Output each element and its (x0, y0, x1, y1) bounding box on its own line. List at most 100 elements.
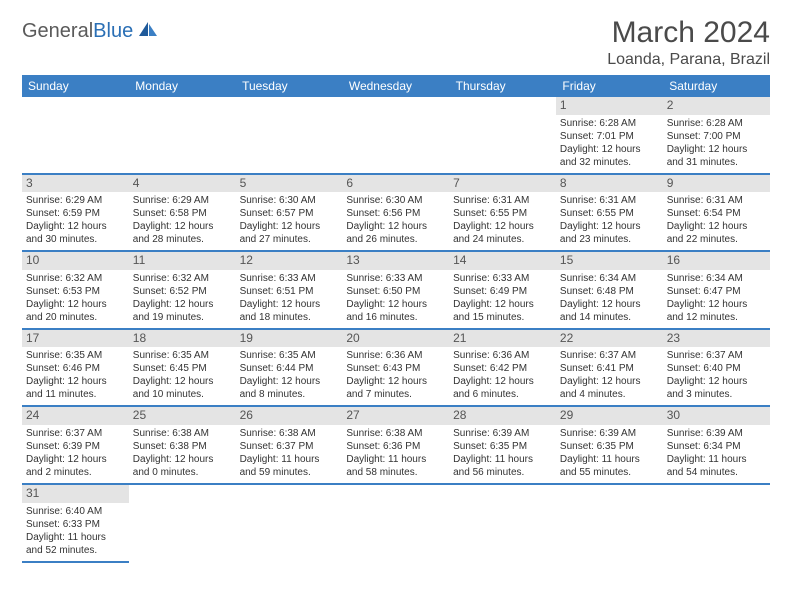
calendar-cell-empty (236, 484, 343, 562)
day-number: 13 (342, 252, 449, 270)
sunset-line: Sunset: 6:42 PM (453, 362, 552, 375)
day-number: 7 (449, 175, 556, 193)
day-info: Sunrise: 6:38 AMSunset: 6:38 PMDaylight:… (133, 427, 232, 479)
calendar-cell: 11Sunrise: 6:32 AMSunset: 6:52 PMDayligh… (129, 251, 236, 329)
day-number: 4 (129, 175, 236, 193)
day-info: Sunrise: 6:28 AMSunset: 7:00 PMDaylight:… (667, 117, 766, 169)
sunrise-line: Sunrise: 6:31 AM (667, 194, 766, 207)
day-number: 23 (663, 330, 770, 348)
calendar-cell: 28 Sunrise: 6:39 AMSunset: 6:35 PMDayligh… (449, 406, 556, 484)
sunrise-line: Sunrise: 6:32 AM (26, 272, 125, 285)
sunrise-line: Sunrise: 6:39 AM (667, 427, 766, 440)
calendar-cell: 17Sunrise: 6:35 AMSunset: 6:46 PMDayligh… (22, 329, 129, 407)
daylight-line: Daylight: 12 hours and 23 minutes. (560, 220, 659, 246)
day-info: Sunrise: 6:37 AMSunset: 6:39 PMDaylight:… (26, 427, 125, 479)
calendar-cell: 8Sunrise: 6:31 AMSunset: 6:55 PMDaylight… (556, 174, 663, 252)
day-number: 29 (556, 407, 663, 425)
sunrise-line: Sunrise: 6:38 AM (346, 427, 445, 440)
sunrise-line: Sunrise: 6:40 AM (26, 505, 125, 518)
calendar-body: 1Sunrise: 6:28 AMSunset: 7:01 PMDaylight… (22, 97, 770, 562)
sunset-line: Sunset: 6:47 PM (667, 285, 766, 298)
day-info: Sunrise: 6:31 AMSunset: 6:54 PMDaylight:… (667, 194, 766, 246)
day-number: 6 (342, 175, 449, 193)
sunset-line: Sunset: 6:59 PM (26, 207, 125, 220)
calendar-cell: 16 Sunrise: 6:34 AMSunset: 6:47 PMDayligh… (663, 251, 770, 329)
sunrise-line: Sunrise: 6:37 AM (26, 427, 125, 440)
day-info: Sunrise: 6:38 AMSunset: 6:36 PMDaylight:… (346, 427, 445, 479)
location: Loanda, Parana, Brazil (607, 51, 770, 69)
daylight-line: Daylight: 12 hours and 11 minutes. (26, 375, 125, 401)
calendar-cell-empty (342, 97, 449, 174)
sunrise-line: Sunrise: 6:31 AM (453, 194, 552, 207)
sunset-line: Sunset: 6:54 PM (667, 207, 766, 220)
sunrise-line: Sunrise: 6:32 AM (133, 272, 232, 285)
sunrise-line: Sunrise: 6:38 AM (133, 427, 232, 440)
sunset-line: Sunset: 6:35 PM (560, 440, 659, 453)
sunrise-line: Sunrise: 6:28 AM (667, 117, 766, 130)
day-info: Sunrise: 6:34 AMSunset: 6:47 PMDaylight:… (667, 272, 766, 324)
sunrise-line: Sunrise: 6:28 AM (560, 117, 659, 130)
header: GeneralBlue March 2024 Loanda, Parana, B… (22, 16, 770, 69)
day-number: 5 (236, 175, 343, 193)
day-number: 19 (236, 330, 343, 348)
sunset-line: Sunset: 6:41 PM (560, 362, 659, 375)
sunset-line: Sunset: 6:35 PM (453, 440, 552, 453)
sunset-line: Sunset: 7:01 PM (560, 130, 659, 143)
calendar-cell: 27Sunrise: 6:38 AMSunset: 6:36 PMDayligh… (342, 406, 449, 484)
calendar-cell: 24Sunrise: 6:37 AMSunset: 6:39 PMDayligh… (22, 406, 129, 484)
daylight-line: Daylight: 12 hours and 7 minutes. (346, 375, 445, 401)
sunset-line: Sunset: 7:00 PM (667, 130, 766, 143)
day-info: Sunrise: 6:40 AMSunset: 6:33 PMDaylight:… (26, 505, 125, 557)
sunrise-line: Sunrise: 6:30 AM (346, 194, 445, 207)
calendar-header-row: SundayMondayTuesdayWednesdayThursdayFrid… (22, 75, 770, 97)
day-number: 1 (556, 97, 663, 115)
day-info: Sunrise: 6:35 AMSunset: 6:46 PMDaylight:… (26, 349, 125, 401)
daylight-line: Daylight: 11 hours and 58 minutes. (346, 453, 445, 479)
calendar-cell-empty (342, 484, 449, 562)
weekday-header: Monday (129, 75, 236, 97)
daylight-line: Daylight: 12 hours and 18 minutes. (240, 298, 339, 324)
day-number: 28 (449, 407, 556, 425)
logo-part1: General (22, 20, 93, 42)
day-number: 20 (342, 330, 449, 348)
day-info: Sunrise: 6:36 AMSunset: 6:43 PMDaylight:… (346, 349, 445, 401)
daylight-line: Daylight: 12 hours and 26 minutes. (346, 220, 445, 246)
day-number: 31 (22, 485, 129, 503)
weekday-header: Thursday (449, 75, 556, 97)
sunset-line: Sunset: 6:51 PM (240, 285, 339, 298)
sunrise-line: Sunrise: 6:34 AM (560, 272, 659, 285)
day-info: Sunrise: 6:39 AMSunset: 6:35 PMDaylight:… (453, 427, 552, 479)
sunrise-line: Sunrise: 6:33 AM (346, 272, 445, 285)
calendar-cell-empty (236, 97, 343, 174)
day-number: 16 (663, 252, 770, 270)
calendar-cell: 3Sunrise: 6:29 AMSunset: 6:59 PMDaylight… (22, 174, 129, 252)
sunset-line: Sunset: 6:40 PM (667, 362, 766, 375)
day-number: 17 (22, 330, 129, 348)
calendar-cell-empty (663, 484, 770, 562)
calendar-cell: 19Sunrise: 6:35 AMSunset: 6:44 PMDayligh… (236, 329, 343, 407)
sunrise-line: Sunrise: 6:39 AM (453, 427, 552, 440)
calendar-row: 10Sunrise: 6:32 AMSunset: 6:53 PMDayligh… (22, 251, 770, 329)
daylight-line: Daylight: 11 hours and 59 minutes. (240, 453, 339, 479)
day-number: 15 (556, 252, 663, 270)
sunset-line: Sunset: 6:39 PM (26, 440, 125, 453)
weekday-header: Sunday (22, 75, 129, 97)
day-info: Sunrise: 6:33 AMSunset: 6:51 PMDaylight:… (240, 272, 339, 324)
sunset-line: Sunset: 6:45 PM (133, 362, 232, 375)
sunrise-line: Sunrise: 6:35 AM (133, 349, 232, 362)
calendar-cell: 25 Sunrise: 6:38 AMSunset: 6:38 PMDayligh… (129, 406, 236, 484)
day-number: 21 (449, 330, 556, 348)
day-info: Sunrise: 6:28 AMSunset: 7:01 PMDaylight:… (560, 117, 659, 169)
sunset-line: Sunset: 6:37 PM (240, 440, 339, 453)
sunrise-line: Sunrise: 6:36 AM (453, 349, 552, 362)
day-number: 11 (129, 252, 236, 270)
daylight-line: Daylight: 12 hours and 10 minutes. (133, 375, 232, 401)
sunrise-line: Sunrise: 6:30 AM (240, 194, 339, 207)
sunset-line: Sunset: 6:38 PM (133, 440, 232, 453)
calendar-cell-empty (129, 484, 236, 562)
sunset-line: Sunset: 6:48 PM (560, 285, 659, 298)
sunset-line: Sunset: 6:49 PM (453, 285, 552, 298)
day-number: 25 (129, 407, 236, 425)
daylight-line: Daylight: 12 hours and 19 minutes. (133, 298, 232, 324)
daylight-line: Daylight: 12 hours and 24 minutes. (453, 220, 552, 246)
